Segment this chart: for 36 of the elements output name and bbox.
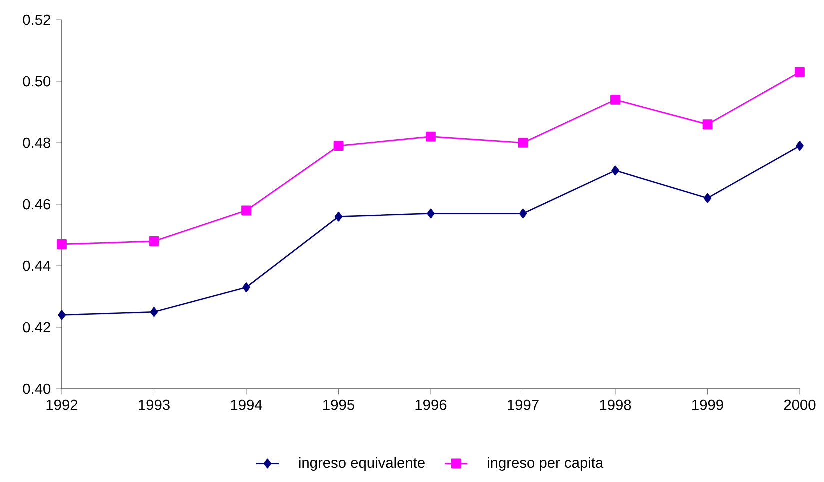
point (334, 141, 344, 152)
y-tick-label: 0.42 (23, 322, 50, 333)
point (796, 141, 804, 152)
point (242, 206, 252, 216)
point (242, 282, 250, 292)
x-tick-label: 2000 (784, 400, 816, 410)
x-tick-label: 1996 (416, 400, 447, 410)
point (702, 120, 713, 130)
y-tick-label: 0.48 (23, 138, 51, 148)
legend-label: ingreso equivalente (299, 457, 425, 471)
point (57, 240, 67, 250)
point (795, 67, 805, 78)
point (519, 208, 528, 219)
point (518, 138, 528, 148)
x-tick-label: 1993 (139, 400, 170, 410)
y-tick-label: 0.52 (23, 14, 50, 26)
point (427, 208, 435, 219)
y-tick-label: 0.46 (23, 199, 51, 210)
x-tick-label: 1999 (692, 400, 724, 410)
point (426, 132, 436, 142)
x-tick-label: 1995 (324, 400, 354, 410)
x-tick-label: 1992 (46, 400, 78, 410)
point (612, 166, 620, 176)
x-tick-label: 1994 (231, 400, 262, 410)
y-tick-label: 0.40 (23, 384, 51, 394)
x-tick-label: 1997 (508, 400, 539, 410)
point (149, 236, 160, 246)
point (150, 307, 158, 318)
point (704, 193, 712, 204)
legend-label: ingreso per capita (488, 457, 604, 471)
y-tick-label: 0.44 (23, 260, 51, 272)
y-tick-label: 0.50 (23, 76, 51, 87)
point (58, 310, 66, 320)
x-tick-label: 1998 (600, 400, 632, 410)
point (334, 212, 343, 222)
point (610, 95, 620, 105)
